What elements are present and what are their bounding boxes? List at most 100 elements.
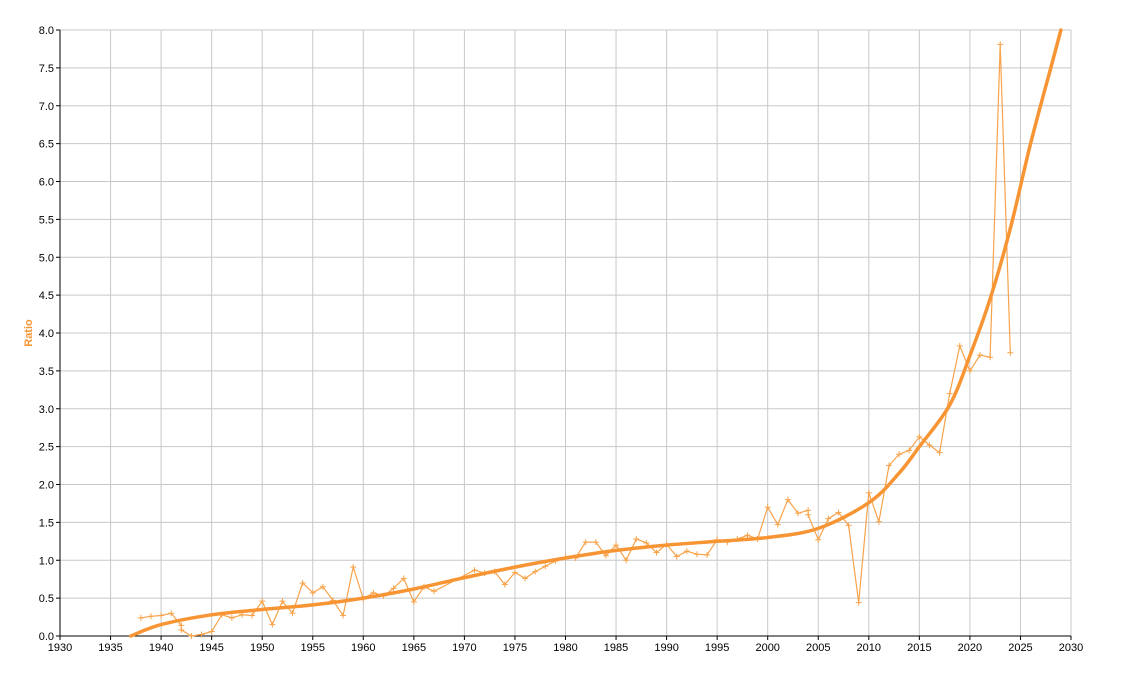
data-point <box>865 489 872 496</box>
data-point <box>744 532 751 539</box>
data-point <box>188 633 195 639</box>
trend-curve <box>129 28 1063 638</box>
data-point <box>633 536 640 543</box>
x-tick-label: 1950 <box>250 642 274 654</box>
data-point <box>147 613 154 620</box>
x-tick-label: 1955 <box>301 642 325 654</box>
x-tick-label: 1965 <box>402 642 426 654</box>
data-point <box>835 509 842 516</box>
series-layer <box>129 28 1063 639</box>
data-point <box>228 614 235 621</box>
y-tick-label: 2.5 <box>39 442 54 454</box>
data-point <box>653 549 660 556</box>
y-tick-label: 7.5 <box>39 63 54 75</box>
y-tick-label: 3.0 <box>39 404 54 416</box>
data-point <box>431 588 438 595</box>
data-point <box>795 510 802 517</box>
y-tick-label: 0.5 <box>39 593 54 605</box>
data-point <box>269 621 276 628</box>
x-tick-label: 1930 <box>48 642 72 654</box>
x-tick-label: 1960 <box>351 642 375 654</box>
x-tick-label: 2025 <box>1008 642 1032 654</box>
y-tick-label: 4.5 <box>39 290 54 302</box>
data-point <box>532 568 539 575</box>
data-point <box>1007 349 1014 356</box>
y-tick-label: 1.0 <box>39 555 54 567</box>
data-point <box>410 598 417 605</box>
data-point <box>511 569 518 576</box>
data-point <box>198 631 205 638</box>
data-point <box>704 551 711 558</box>
data-point <box>178 626 185 633</box>
y-tick-label: 8.0 <box>39 25 54 37</box>
data-point <box>977 351 984 358</box>
data-point <box>137 614 144 621</box>
data-point <box>592 539 599 546</box>
y-tick-label: 3.5 <box>39 366 54 378</box>
data-point <box>602 552 609 559</box>
data-point <box>319 583 326 590</box>
x-tick-label: 1990 <box>654 642 678 654</box>
data-point <box>390 585 397 592</box>
data-point <box>966 367 973 374</box>
x-tick-label: 2000 <box>755 642 779 654</box>
data-point <box>815 536 822 543</box>
data-point <box>946 390 953 397</box>
data-point <box>886 462 893 469</box>
data-series-line <box>140 44 1011 637</box>
data-point <box>542 563 549 570</box>
data-point <box>987 354 994 361</box>
x-tick-label: 2030 <box>1059 642 1083 654</box>
data-point <box>764 504 771 511</box>
data-point <box>168 610 175 617</box>
data-point <box>501 581 508 588</box>
data-point <box>774 521 781 528</box>
data-point <box>896 451 903 458</box>
data-point <box>673 553 680 560</box>
data-point <box>471 567 478 574</box>
data-point <box>906 447 913 454</box>
data-point <box>875 518 882 525</box>
data-point <box>613 542 620 549</box>
y-axis-ticks: 0.0 0.5 1.0 1.5 2.0 2.5 3.0 3.5 4.0 4.5 5.0 5.5 6.0 6… <box>39 25 60 643</box>
x-tick-label: 1935 <box>98 642 122 654</box>
data-point <box>299 579 306 586</box>
y-tick-label: 5.5 <box>39 214 54 226</box>
x-tick-label: 2015 <box>907 642 931 654</box>
data-point <box>158 612 165 619</box>
data-point <box>582 539 589 546</box>
y-tick-label: 5.0 <box>39 252 54 264</box>
y-tick-label: 0.0 <box>39 631 54 643</box>
data-point <box>956 342 963 349</box>
x-tick-label: 2005 <box>806 642 830 654</box>
y-axis-title: Ratio <box>23 319 35 347</box>
y-tick-label: 7.0 <box>39 101 54 113</box>
data-point <box>208 628 215 635</box>
x-tick-label: 1995 <box>705 642 729 654</box>
x-tick-label: 1980 <box>553 642 577 654</box>
data-point <box>683 548 690 555</box>
data-point <box>805 511 812 518</box>
x-axis-ticks: 1930 1935 1940 1945 1950 1955 1960 1965 1970 1975… <box>48 636 1083 654</box>
gridlines <box>59 29 1072 637</box>
data-point <box>289 610 296 617</box>
y-tick-label: 6.0 <box>39 177 54 189</box>
data-point <box>249 612 256 619</box>
data-point <box>693 551 700 558</box>
data-point <box>350 564 357 571</box>
data-point <box>259 598 266 605</box>
x-tick-label: 2010 <box>857 642 881 654</box>
data-point <box>936 449 943 456</box>
y-tick-label: 1.5 <box>39 517 54 529</box>
x-tick-label: 1975 <box>503 642 527 654</box>
data-point <box>309 589 316 596</box>
y-tick-label: 2.0 <box>39 480 54 492</box>
data-point <box>522 575 529 582</box>
data-point <box>825 515 832 522</box>
data-point <box>916 433 923 440</box>
x-tick-label: 1945 <box>199 642 223 654</box>
data-point <box>845 522 852 529</box>
y-tick-label: 4.0 <box>39 328 54 340</box>
